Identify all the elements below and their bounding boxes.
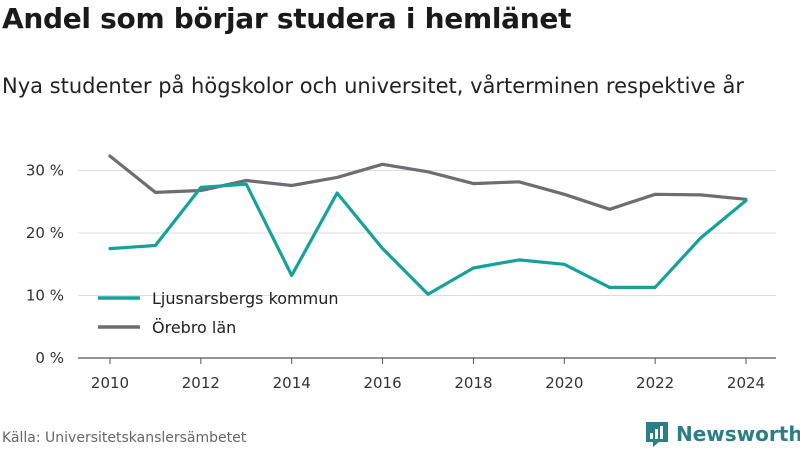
legend: Ljusnarsbergs kommun Örebro län [98,289,339,337]
brand-name: Newsworthy [676,422,800,446]
y-axis-ticks: 0 % 10 % 20 % 30 % [26,162,64,368]
series-lines [108,154,748,296]
y-tick-label: 20 % [26,224,64,242]
x-tick-label: 2016 [363,374,401,392]
x-tick-label: 2020 [545,374,583,392]
x-tick-label: 2022 [636,374,674,392]
legend-label: Ljusnarsbergs kommun [152,289,339,308]
x-tick-label: 2018 [454,374,492,392]
legend-label: Örebro län [152,318,236,337]
x-tick-label: 2014 [273,374,311,392]
x-axis-ticks: 2010 2012 2014 2016 2018 2020 2022 2024 [91,358,765,392]
source-note: Källa: Universitetskanslersämbetet [2,430,247,446]
chart-title: Andel som börjar studera i hemlänet [2,2,572,35]
brand-logo: Newsworthy [644,420,800,448]
y-tick-label: 0 % [35,349,64,367]
y-tick-label: 10 % [26,287,64,305]
y-tick-label: 30 % [26,162,64,180]
newsworthy-logo-icon [646,422,668,447]
series-line-1 [108,154,748,211]
series-line-0 [108,182,748,296]
x-tick-label: 2012 [182,374,220,392]
chart-subtitle: Nya studenter på högskolor och universit… [2,74,744,98]
x-tick-label: 2024 [727,374,765,392]
x-tick-label: 2010 [91,374,129,392]
